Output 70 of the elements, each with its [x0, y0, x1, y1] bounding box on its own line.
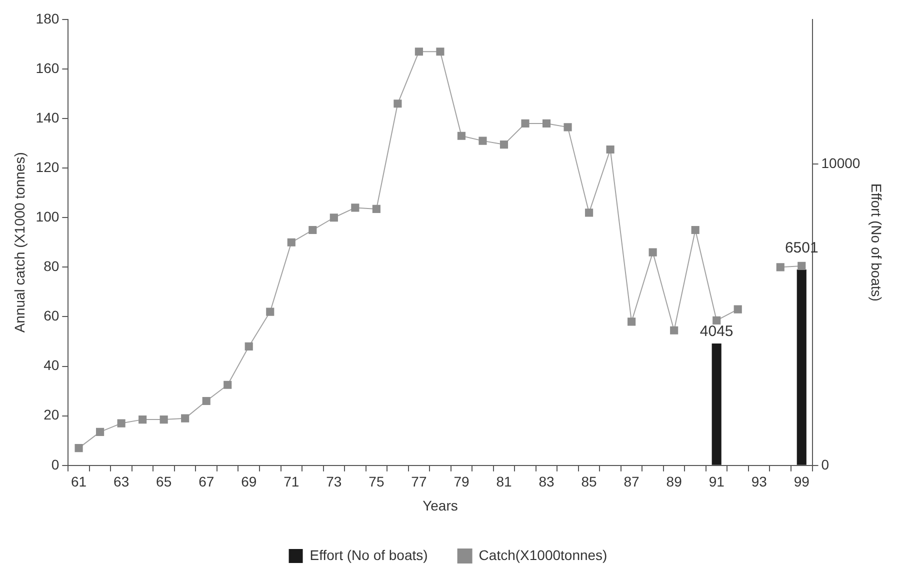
point: [266, 308, 274, 316]
x-tick-label: 93: [751, 474, 768, 490]
point: [521, 119, 530, 128]
y-tick-label: 100: [36, 208, 60, 224]
legend-label: Catch(X1000tonnes): [478, 546, 608, 563]
x-tick-label: 83: [538, 474, 555, 490]
y2-axis-title: Effort (No of boats): [868, 183, 885, 302]
x-tick-label: 61: [71, 474, 87, 490]
legend-label: Effort (No of boats): [310, 546, 428, 563]
point: [372, 204, 380, 213]
x-tick-label: 71: [284, 474, 300, 490]
y-tick-label: 80: [44, 258, 60, 274]
x-tick-label: 91: [708, 474, 725, 490]
point: [181, 414, 190, 422]
y2-tick-label: 10000: [821, 154, 860, 171]
y-axis-title: Annual catch (X1000 tonnes): [11, 152, 28, 333]
point: [670, 326, 678, 334]
y-tick-label: 160: [36, 60, 60, 76]
x-tick-label: 89: [666, 474, 682, 490]
point: [414, 48, 423, 56]
point: [606, 145, 614, 154]
point: [776, 263, 784, 272]
point: [628, 318, 636, 326]
point: [287, 238, 296, 246]
point: [351, 204, 360, 212]
x-tick-label: 85: [581, 474, 598, 490]
point: [436, 48, 444, 56]
x-tick-label: 75: [368, 474, 384, 490]
x-tick-label: 77: [411, 474, 427, 490]
point: [500, 140, 508, 149]
y2-tick-label: 0: [821, 456, 830, 472]
y-tick-label: 60: [44, 308, 60, 324]
point: [457, 132, 466, 140]
point: [244, 342, 253, 350]
y-tick-label: 20: [44, 406, 60, 423]
x-tick-label: 65: [156, 474, 172, 490]
point: [394, 100, 402, 108]
point: [138, 416, 147, 424]
point: [202, 396, 210, 406]
data-label: 4045: [700, 323, 734, 340]
x-tick-label: 67: [198, 474, 214, 490]
point: [798, 262, 806, 270]
x-tick-label: 81: [496, 474, 512, 490]
point: [734, 305, 742, 314]
point: [585, 208, 594, 217]
y-tick-label: 0: [51, 456, 60, 472]
point: [648, 248, 657, 256]
point: [117, 419, 126, 428]
point: [96, 428, 104, 436]
x-tick-label: 87: [624, 474, 640, 490]
point: [308, 226, 317, 234]
y-tick-label: 140: [36, 109, 60, 126]
point: [478, 136, 487, 145]
y-tick-label: 120: [36, 158, 60, 175]
x-tick-label: 63: [114, 474, 130, 490]
point: [564, 123, 572, 132]
point: [712, 316, 721, 324]
point: [691, 226, 700, 234]
point: [224, 380, 232, 389]
point: [542, 119, 551, 128]
x-tick-label: 73: [326, 474, 342, 490]
x-tick-label: 99: [794, 474, 810, 490]
y-tick-label: 180: [36, 10, 60, 26]
point: [74, 444, 83, 452]
y-tick-label: 40: [44, 357, 60, 374]
point: [330, 214, 338, 222]
x-tick-label: 69: [241, 474, 257, 490]
point: [160, 416, 168, 424]
x-tick-label: 79: [454, 474, 470, 490]
x-axis-title: Years: [422, 497, 458, 514]
